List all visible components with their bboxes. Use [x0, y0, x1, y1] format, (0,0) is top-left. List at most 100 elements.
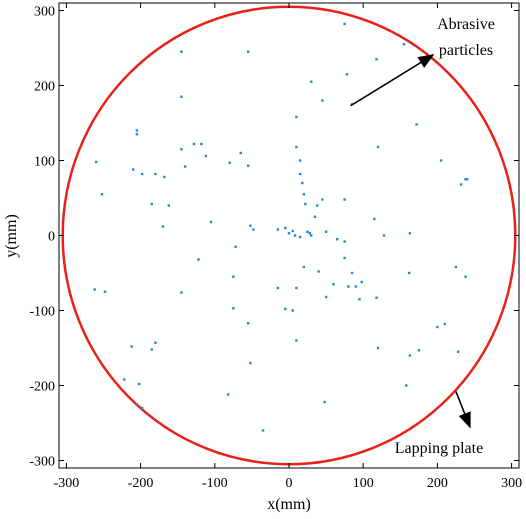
abrasive-particle-point	[306, 230, 309, 233]
axes	[58, 2, 520, 469]
x-tick-label: 100	[353, 476, 374, 491]
lapping-plate-circle	[61, 5, 517, 466]
abrasive-particle-point	[343, 240, 346, 243]
x-tick-label: -300	[54, 476, 80, 491]
abrasive-particle-point	[317, 270, 320, 273]
abrasive-particle-point	[197, 258, 200, 261]
abrasive-annotation-arrow	[350, 54, 435, 107]
abrasive-annotation-line2: particles	[439, 42, 493, 59]
abrasive-particle-point	[293, 234, 297, 237]
abrasive-particle-point	[167, 204, 171, 207]
abrasive-particle-point	[295, 145, 298, 149]
abrasive-particle-point	[417, 349, 421, 352]
abrasive-particle-point	[310, 234, 313, 237]
abrasive-particle-point	[324, 295, 328, 299]
abrasive-particle-point	[343, 198, 346, 201]
abrasive-particle-point	[376, 346, 380, 350]
abrasive-particle-point	[373, 217, 376, 221]
abrasive-particle-point	[407, 271, 411, 275]
abrasive-particle-point	[232, 307, 235, 310]
abrasive-particle-point	[360, 280, 363, 284]
abrasive-particle-point	[100, 193, 104, 196]
abrasive-particle-point	[130, 345, 133, 348]
abrasive-particle-point	[150, 202, 153, 206]
abrasive-particle-point	[284, 226, 287, 230]
abrasive-particle-point	[276, 228, 280, 231]
abrasive-particle-point	[313, 215, 317, 218]
lapping-plate-annotation: Lapping plate	[395, 440, 483, 457]
abrasive-particle-point	[298, 172, 302, 176]
abrasive-particle-point	[343, 22, 346, 26]
abrasive-particle-point	[358, 298, 361, 301]
abrasive-particle-point	[180, 148, 183, 151]
abrasive-particle-point	[163, 175, 166, 179]
abrasive-particle-point	[345, 73, 349, 76]
abrasive-particle-point	[443, 322, 447, 326]
abrasive-particle-point	[465, 178, 469, 181]
y-tick-label: -300	[29, 455, 55, 470]
abrasive-particle-point	[439, 159, 443, 162]
abrasive-particle-point	[135, 133, 139, 136]
abrasive-particle-point	[315, 204, 319, 207]
abrasive-particle-point	[343, 256, 346, 260]
abrasive-particle-point	[308, 232, 311, 235]
abrasive-annotation-line1: Abrasive	[437, 16, 495, 33]
abrasive-particle-point	[154, 341, 157, 344]
abrasive-particle-point	[295, 115, 298, 119]
x-tick-label: 300	[501, 476, 522, 491]
abrasive-particle-point	[261, 429, 265, 432]
y-tick-label: -100	[29, 305, 55, 320]
ticks: -300 -200 -100 0 100 200 300 -300 -200 -100 0 100 20…	[29, 3, 522, 491]
abrasive-particle-point	[252, 228, 255, 231]
abrasive-particle-point	[150, 348, 153, 351]
abrasive-particle-point	[228, 161, 231, 164]
abrasive-particle-point	[94, 160, 98, 164]
abrasive-particle-point	[464, 178, 467, 181]
abrasive-particle-point	[347, 285, 350, 288]
abrasive-particle-point	[304, 202, 307, 206]
abrasive-particle-point	[249, 361, 252, 365]
x-tick-label: 0	[286, 476, 293, 491]
abrasive-particle-point	[402, 43, 406, 46]
abrasive-particle-point	[154, 172, 157, 176]
abrasive-particle-point	[192, 142, 196, 146]
abrasive-particle-point	[408, 232, 412, 235]
abrasive-particle-point	[291, 229, 294, 233]
abrasive-particle-point	[350, 271, 354, 275]
x-axis-label: x(mm)	[267, 496, 311, 513]
plot-frame	[58, 2, 520, 469]
abrasive-particle-point	[200, 142, 203, 146]
abrasive-particle-point	[246, 50, 250, 53]
abrasive-particle-point	[287, 232, 291, 235]
abrasive-particle-point	[376, 145, 380, 149]
x-tick-label: 200	[427, 476, 448, 491]
abrasive-particle-point	[295, 339, 298, 342]
abrasive-particle-point	[209, 220, 213, 224]
abrasive-particle-point	[234, 245, 237, 248]
y-axis-label: y(mm)	[3, 214, 20, 258]
abrasive-particle-point	[161, 225, 165, 228]
annotations: Abrasive particles Lapping plate	[350, 16, 495, 457]
abrasive-particle-point	[140, 406, 144, 410]
x-tick-label: -100	[202, 476, 228, 491]
abrasive-particle-point	[204, 154, 208, 158]
abrasive-particle-point	[131, 168, 135, 171]
abrasive-particle-point	[464, 275, 467, 278]
abrasive-particle-point	[302, 265, 306, 269]
abrasive-particle-point	[459, 183, 463, 186]
y-tick-label: 300	[34, 5, 55, 20]
abrasive-particle-point	[302, 193, 306, 196]
abrasive-particle-point	[408, 354, 412, 357]
abrasive-particle-point	[323, 400, 326, 404]
abrasive-particle-point	[284, 307, 287, 311]
abrasive-particle-point	[454, 265, 458, 269]
abrasive-particle-point	[249, 224, 252, 227]
x-tick-label: -200	[128, 476, 154, 491]
abrasive-particle-point	[405, 384, 408, 387]
abrasive-particle-point	[123, 378, 126, 381]
abrasive-particle-point	[298, 235, 302, 239]
abrasive-particle-point	[336, 238, 339, 241]
y-tick-label: 100	[34, 155, 55, 170]
abrasive-particle-point	[291, 309, 294, 312]
